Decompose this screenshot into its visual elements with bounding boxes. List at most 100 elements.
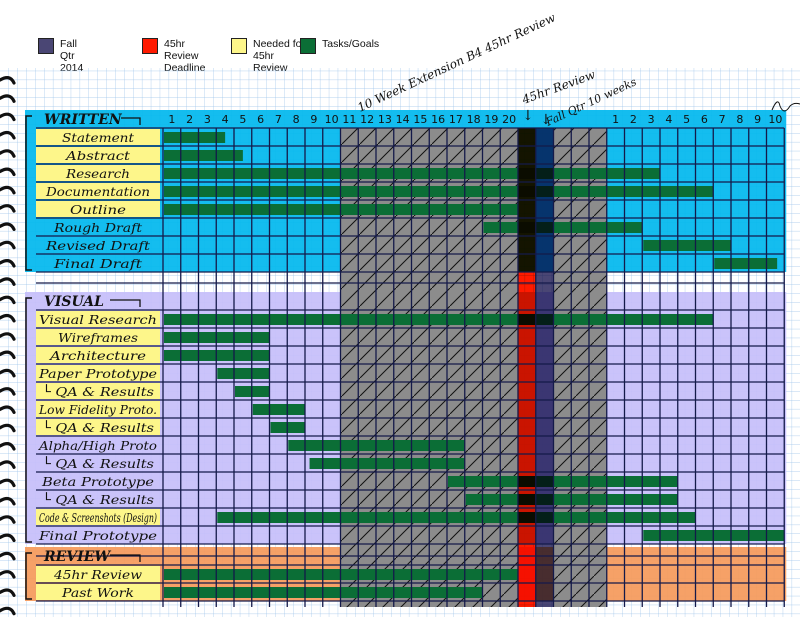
column-header-week: 1 [612,113,619,126]
spiral-binding-ring [0,295,16,305]
needed-label-highlight [36,509,160,525]
task-label: Wireframes [58,330,138,345]
task-bar [643,240,731,251]
task-label: Alpha/High Proto [38,438,157,453]
column-header-week: 14 [396,113,410,126]
task-bar [714,258,778,269]
column-header-week: 11 [342,113,356,126]
scribble-mark [771,101,800,112]
spiral-binding-ring [0,149,16,158]
spiral-binding-ring [0,515,16,524]
task-label: Past Work [61,585,134,600]
column-header-week: 4 [665,113,672,126]
legend-item-needed: Needed for 45hr Review [231,38,311,74]
column-header-week: 3 [204,113,211,126]
extension-period-column [553,128,607,607]
column-header-week: 7 [719,113,726,126]
spiral-binding-ring [0,460,16,469]
column-header-week: 16 [431,113,445,126]
task-label: Architecture [49,348,146,363]
needed-label-highlight [36,183,160,199]
needed-label-highlight [36,419,160,435]
section-title-visual: VISUAL [44,294,104,310]
legend-swatch-red [142,38,158,54]
column-header-week: 5 [239,113,246,126]
legend-swatch-green [300,38,316,54]
column-header-week: 3 [648,113,655,126]
needed-label-highlight [36,147,160,163]
task-label: Research [65,166,130,181]
spiral-binding-ring [0,259,16,268]
spiral-binding-ring [0,240,16,250]
spiral-binding-ring [0,606,16,616]
task-bar [164,132,226,143]
needed-label-highlight [36,383,160,399]
needed-label-highlight [36,329,160,345]
column-header-week: 13 [378,113,392,126]
legend-item-review-deadline: 45hr Review Deadline [142,38,222,74]
section-arrow-icon [110,299,141,307]
section-arrow-icon [121,117,141,125]
needed-label-highlight [36,165,160,181]
review-deadline-column [518,128,536,607]
task-bar [217,512,696,523]
task-label: └ QA & Results [42,384,154,399]
needed-label-highlight [36,584,160,600]
column-header-week: 8 [293,113,300,126]
column-header-week: 19 [484,113,498,126]
spiral-binding-ring [0,277,16,286]
task-label: └ QA & Results [42,492,154,507]
section-bracket [25,115,32,271]
column-header-week: 6 [701,113,708,126]
spiral-binding-ring [0,405,16,414]
spiral-binding-ring [0,204,16,213]
legend-swatch-yellow [231,38,247,54]
task-bar [483,222,643,233]
fall-qtr-column [535,128,554,607]
spiral-binding-ring [0,332,16,341]
spiral-binding-ring [0,423,16,433]
task-label: Rough Draft [53,220,143,235]
section-title-review: REVIEW [43,549,111,565]
column-header-week: 1 [168,113,175,126]
needed-label-highlight [36,311,160,327]
column-header-week: 8 [736,113,743,126]
section-bracket [25,297,32,543]
spiral-binding-ring [0,387,16,396]
spiral-binding-ring [0,442,16,451]
column-header-week: 6 [257,113,264,126]
legend-swatch-purple [38,38,54,54]
column-header-week: 17 [449,113,463,126]
needed-label-highlight [36,347,160,363]
spiral-binding-ring [0,112,16,122]
section-title-written: WRITTEN [44,112,123,128]
column-header-week: 9 [310,113,317,126]
spiral-binding-ring [0,478,16,488]
column-header-week: 2 [630,113,637,126]
task-bar [448,476,678,487]
needed-label-highlight [36,566,160,582]
needed-label-highlight [36,401,160,417]
arrow-down-icon: ↓ [522,108,534,124]
legend-label: Tasks/Goals [322,38,380,50]
column-header-week: 2 [186,113,193,126]
task-label: Documentation [45,184,150,199]
task-bar [217,368,270,379]
task-label: Paper Prototype [38,366,157,381]
spiral-binding-ring [0,350,16,360]
spiral-binding-ring [0,588,16,597]
needed-label-highlight [36,129,160,145]
column-header-week: 4 [222,113,229,126]
task-label: Final Prototype [38,528,157,543]
column-header-week: 9 [754,113,761,126]
column-header-week: 18 [467,113,481,126]
spiral-binding-ring [0,76,16,85]
section-arrow-icon [110,554,141,562]
task-label: Statement [62,130,135,145]
task-bar [164,314,714,325]
column-header-week: 10 [768,113,782,126]
task-label: Beta Prototype [41,474,154,489]
task-label: Revised Draft [45,238,151,253]
spiral-binding-ring [0,570,16,579]
task-label: Abstract [65,148,131,163]
